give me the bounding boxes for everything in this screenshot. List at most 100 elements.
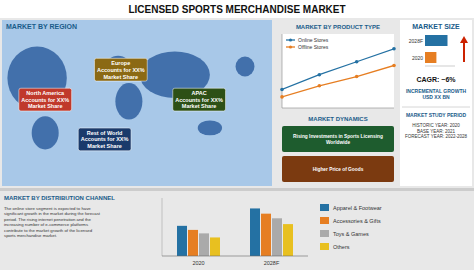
landmass: [236, 57, 255, 77]
dynamics-text: Higher Price of Goods: [313, 167, 364, 172]
study-period-text: HISTORIC YEAR: 2020BASE YEAR: 2021FORECA…: [405, 123, 467, 139]
legend-label-line: Apparel & Footwear: [333, 205, 382, 211]
legend-swatch: [320, 217, 329, 224]
study-period-text-line: HISTORIC YEAR: 2020: [412, 123, 460, 128]
region-box: [94, 58, 147, 81]
section-title: MARKET BY DISTRIBUTION CHANNEL: [4, 195, 115, 201]
region-text-line: APAC: [192, 90, 207, 96]
growth-arrow-head: [460, 36, 468, 43]
region-text: APACAccounts for XX%Market Share: [175, 90, 223, 110]
landmass: [115, 83, 142, 120]
distribution-text-line: significant growth in the market during …: [4, 211, 101, 216]
legend: Online StoresOffline Stores: [286, 37, 329, 50]
bar: [425, 35, 448, 46]
legend-label-line: Others: [333, 244, 350, 250]
market-dynamics: MARKET DYNAMICSRising Investments in Spo…: [282, 116, 394, 182]
legend-label: Apparel & Footwear: [333, 205, 382, 211]
dynamics-text-line: Rising Investments in Sports Licensing: [293, 134, 383, 139]
region-box: [19, 88, 72, 111]
region-text-line: Market Share: [87, 143, 122, 149]
x-axis: [282, 108, 394, 109]
title: LICENSED SPORTS MERCHANDISE MARKET: [128, 4, 345, 15]
series-line: [282, 65, 394, 96]
section-title-line: MARKET BY PRODUCT TYPE: [296, 24, 380, 30]
markers: [280, 47, 396, 99]
region-text-line: North America: [26, 90, 65, 96]
series-marker: [318, 84, 322, 88]
distribution-text-line: sports merchandise market.: [4, 233, 57, 238]
study-period-title-line: MARKET STUDY PERIOD: [406, 112, 467, 118]
background: [0, 0, 474, 270]
distribution-text-line: contribute to the market growth of the l…: [4, 228, 93, 233]
plot-background: [282, 34, 394, 108]
distribution-text-line: The online store segment is expected to …: [4, 206, 91, 211]
legend-line: [286, 46, 295, 47]
legend-swatch: [320, 243, 329, 250]
study-period-text-line: BASE YEAR: 2021: [417, 129, 455, 134]
legend-label-line: Accessories & Gifts: [333, 218, 381, 224]
section-title-line: MARKET BY REGION: [6, 23, 77, 30]
region-text-line: Market Share: [182, 103, 217, 109]
legend-label: Toys & Games: [333, 231, 369, 237]
dynamics-text: Rising Investments in Sports LicensingWo…: [293, 134, 383, 145]
panel-background: [400, 20, 472, 186]
region-box: [173, 88, 226, 111]
legend-label-line: Offline Stores: [298, 44, 329, 50]
series-marker: [355, 60, 359, 64]
series-marker: [280, 88, 284, 92]
category-label: 2028F: [264, 260, 280, 266]
region-text: EuropeAccounts for XX%Market Share: [97, 60, 145, 80]
bar: [210, 237, 220, 256]
infographic: LICENSED SPORTS MERCHANDISE MARKET MARKET…: [0, 0, 474, 270]
dynamics-text-line: Worldwide: [326, 140, 350, 145]
region-text-line: Market Share: [104, 74, 139, 80]
region-text-line: Accounts for XX%: [21, 97, 69, 103]
category-label-line: 2020: [192, 260, 204, 266]
lines: [282, 49, 394, 97]
category-label: 2020: [412, 55, 423, 61]
region-text-line: Accounts for XX%: [81, 136, 129, 142]
section-title-line: MARKET SIZE: [412, 23, 460, 30]
section-title: MARKET BY REGION: [6, 23, 77, 30]
region-text-line: Europe: [111, 60, 130, 66]
legend-swatch: [320, 230, 329, 237]
region-text-line: Rest of World: [87, 130, 123, 136]
region-text: Rest of WorldAccounts for XX%Market Shar…: [81, 130, 129, 150]
dynamics-text-line: Higher Price of Goods: [313, 167, 364, 172]
cagr-text: CAGR: ~6%: [416, 76, 456, 83]
series-marker: [318, 73, 322, 77]
region-label: EuropeAccounts for XX%Market Share: [94, 58, 147, 81]
legend-label: Offline Stores: [298, 44, 329, 50]
incremental-text-line: USD XX BN: [422, 94, 450, 100]
distribution-text: The online store segment is expected to …: [4, 206, 101, 238]
landmass: [198, 120, 222, 135]
distribution-text-line: increasing number of e-commerce platform…: [4, 222, 88, 227]
series-marker: [280, 95, 284, 99]
distribution-channel: MARKET BY DISTRIBUTION CHANNEL The online…: [4, 195, 382, 266]
category-label-line: 2028F: [409, 38, 423, 44]
legend-label: Online Stores: [298, 37, 329, 43]
region-text-line: Accounts for XX%: [175, 97, 223, 103]
category-label: 2028F: [409, 38, 423, 44]
series-line: [282, 49, 394, 90]
section-title: MARKET SIZE: [412, 23, 460, 30]
legend-swatch: [320, 204, 329, 211]
market-size: MARKET SIZE 2028F 2020 CAGR: ~6% INCREMENTAL…: [400, 20, 472, 186]
title-band: [0, 0, 474, 18]
bar: [272, 218, 282, 256]
dynamics-box: [282, 156, 394, 182]
separator: [0, 188, 474, 191]
bar: [188, 230, 198, 256]
region-text: North AmericaAccounts for XX%Market Shar…: [21, 90, 69, 110]
dynamics-box: [282, 126, 394, 152]
series-marker: [355, 75, 359, 79]
incremental-text: INCREMENTAL GROWTHUSD XX BN: [406, 88, 466, 100]
legend-line: [286, 39, 295, 40]
study-period-text-line: FORECAST YEAR: 2022-2028: [405, 134, 467, 139]
study-period-title: MARKET STUDY PERIOD: [406, 112, 467, 118]
region-text-line: Accounts for XX%: [97, 67, 145, 73]
y-axis: [162, 198, 163, 256]
bar: [261, 214, 271, 256]
bar: [250, 208, 260, 256]
bar: [425, 52, 436, 63]
